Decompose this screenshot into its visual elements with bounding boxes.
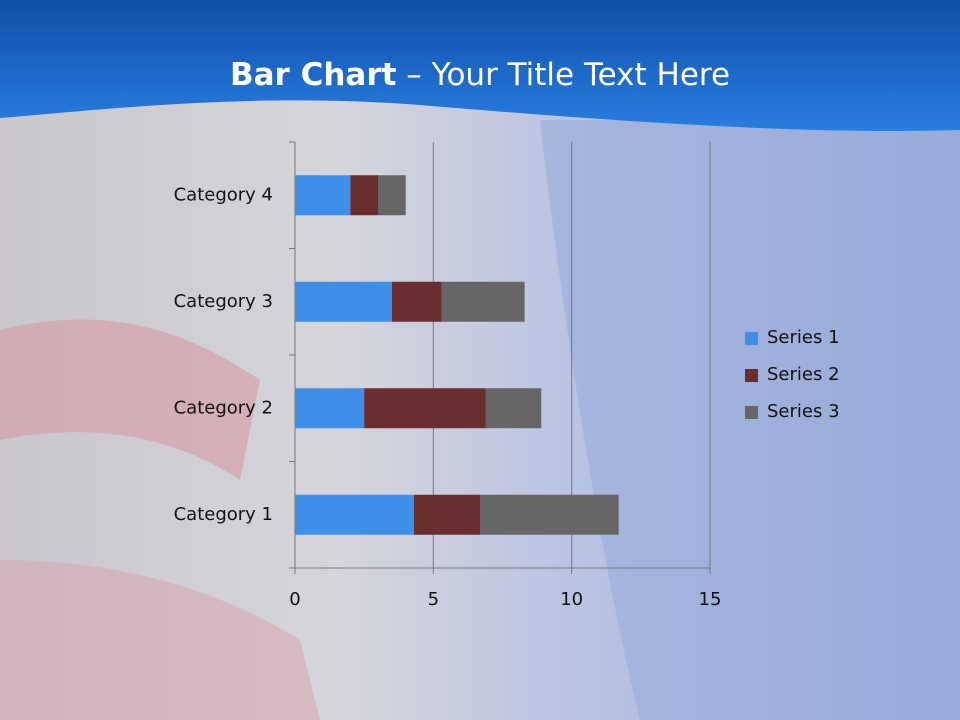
x-tick-label: 15 [699,589,722,610]
bar-segment [295,388,365,429]
legend-label: Series 2 [767,364,840,385]
bar-segment [485,388,542,429]
bar-segment [378,175,406,216]
bar-segment [295,494,414,535]
legend-swatch [745,406,758,419]
bar-segment [480,494,619,535]
bar-segment [295,281,392,322]
flag-stripe [0,560,320,720]
bar-segment [391,281,442,322]
x-tick-label: 10 [560,589,583,610]
flag-field [540,120,960,720]
bar-segment [413,494,481,535]
legend-swatch [745,332,758,345]
title-banner [0,0,960,131]
title-rest: – Your Title Text Here [406,57,730,93]
flag-stripe [0,319,260,480]
bar-segment [441,281,525,322]
legend-label: Series 1 [767,327,840,348]
y-tick-label: Category 1 [174,504,273,525]
slide-title: Bar Chart – Your Title Text Here [230,57,730,93]
legend-label: Series 3 [767,401,840,422]
bar-segment [295,175,351,216]
x-tick-label: 5 [428,589,439,610]
bar-segment [364,388,486,429]
legend-swatch [745,369,758,382]
y-tick-label: Category 2 [174,397,273,418]
title-bold: Bar Chart [230,57,397,93]
y-tick-label: Category 4 [174,184,273,205]
y-tick-label: Category 3 [174,291,273,312]
bar-segment [350,175,378,216]
x-tick-label: 0 [289,589,300,610]
